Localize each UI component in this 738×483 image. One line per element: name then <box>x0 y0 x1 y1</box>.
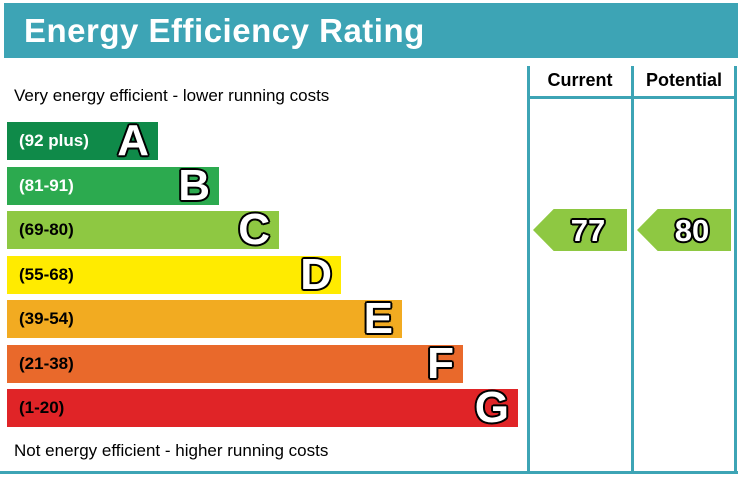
title-bar: Energy Efficiency Rating <box>4 3 738 58</box>
band-range-label: (92 plus) <box>19 131 89 150</box>
table-border-middle <box>631 66 634 473</box>
potential-rating-value: 80 <box>674 212 710 248</box>
table-header-underline <box>527 96 737 99</box>
band-letter: B <box>178 160 210 210</box>
band-letter: F <box>427 338 454 388</box>
band-range-label: (55-68) <box>19 264 74 284</box>
bands-chart: (92 plus) A (81-91) B (69-80) C (55-68) D (39-54… <box>7 116 518 434</box>
band-range-label: (69-80) <box>19 220 74 239</box>
table-border-left <box>527 66 530 473</box>
band-letter: D <box>300 249 332 299</box>
table-border-right <box>734 66 737 473</box>
top-note: Very energy efficient - lower running co… <box>14 86 330 105</box>
page-title: Energy Efficiency Rating <box>24 11 425 49</box>
current-rating-value: 77 <box>570 212 606 248</box>
bottom-note: Not energy efficient - higher running co… <box>14 441 329 460</box>
table-border-bottom <box>0 471 738 474</box>
band-letter: C <box>238 205 270 254</box>
band-row-g: (1-20) G <box>7 383 518 432</box>
potential-column-header: Potential <box>645 70 722 90</box>
band-range-label: (81-91) <box>19 175 74 195</box>
band-range-label: (21-38) <box>19 353 74 373</box>
potential-rating-arrow: 80 <box>637 209 731 251</box>
band-letter: E <box>363 294 393 343</box>
band-letter: A <box>117 116 149 165</box>
band-row-a: (92 plus) A <box>7 116 158 165</box>
band-range-label: (39-54) <box>19 309 74 328</box>
current-rating-arrow: 77 <box>533 209 627 251</box>
band-row-e: (39-54) E <box>7 294 402 343</box>
band-letter: G <box>474 383 509 432</box>
band-row-d: (55-68) D <box>7 249 341 299</box>
band-row-b: (81-91) B <box>7 160 219 210</box>
band-row-c: (69-80) C <box>7 205 279 254</box>
band-range-label: (1-20) <box>19 398 65 417</box>
current-column-header: Current <box>547 70 613 90</box>
band-row-f: (21-38) F <box>7 338 463 388</box>
